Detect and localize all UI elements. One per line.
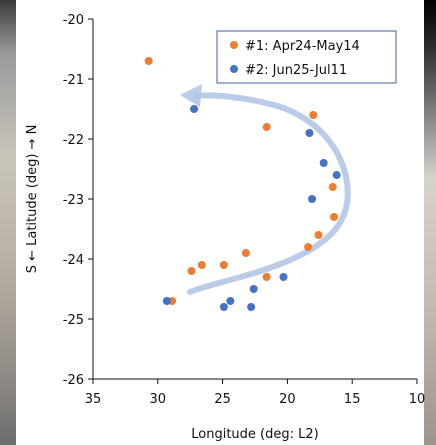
data-point-series-1 [330, 213, 339, 221]
y-tick-label: -20 [63, 13, 84, 28]
data-point-series-2 [162, 297, 171, 305]
data-point-series-2 [332, 171, 341, 179]
y-tick-label: -24 [63, 253, 84, 268]
data-point-series-2 [247, 303, 256, 311]
x-tick-label: 35 [85, 392, 102, 407]
data-point-series-2 [249, 285, 258, 293]
x-tick-label: 25 [214, 392, 231, 407]
data-point-series-2 [219, 303, 228, 311]
data-point-series-1 [219, 261, 228, 269]
data-point-series-1 [328, 183, 337, 191]
data-point-series-1 [304, 243, 313, 251]
y-tick-label: -26 [63, 373, 84, 388]
legend-marker-series-2 [230, 65, 238, 73]
y-axis-title: S ← Latitude (deg) → N [25, 125, 40, 274]
data-point-series-2 [308, 195, 317, 203]
y-tick-label: -23 [63, 193, 84, 208]
data-point-series-1 [262, 273, 271, 281]
data-point-series-1 [187, 267, 196, 275]
x-tick-label: 30 [150, 392, 167, 407]
y-tick-label: -25 [63, 313, 84, 328]
data-point-series-1 [314, 231, 323, 239]
y-tick-label: -22 [63, 133, 84, 148]
x-axis-title: Longitude (deg: L2) [191, 427, 318, 442]
trend-arrow [187, 92, 351, 295]
data-point-series-2 [226, 297, 235, 305]
legend-marker-series-1 [230, 41, 238, 49]
legend-label-series-1: #1: Apr24-May14 [245, 39, 360, 54]
data-point-series-1 [262, 123, 271, 131]
data-point-series-1 [197, 261, 206, 269]
legend-label-series-2: #2: Jun25-Jul11 [245, 63, 347, 78]
legend: #1: Apr24-May14 #2: Jun25-Jul11 [216, 30, 397, 84]
data-point-series-1 [241, 249, 250, 257]
x-tick-label: 10 [409, 392, 426, 407]
data-point-series-2 [319, 159, 328, 167]
trend-arrow-head [180, 84, 202, 107]
x-tick-label: 15 [344, 392, 361, 407]
data-point-series-2 [279, 273, 288, 281]
legend-box [216, 30, 397, 84]
data-point-series-1 [309, 111, 318, 119]
data-point-series-2 [190, 105, 199, 113]
data-point-series-2 [305, 129, 314, 137]
data-point-series-1 [144, 57, 153, 65]
y-tick-label: -21 [63, 73, 84, 88]
x-tick-label: 20 [279, 392, 296, 407]
